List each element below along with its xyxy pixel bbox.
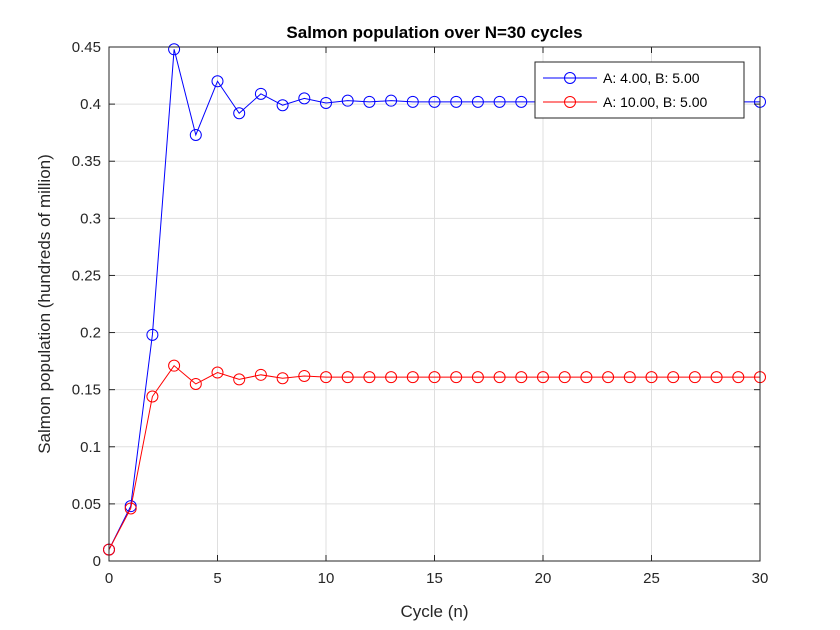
series-1-point bbox=[146, 328, 159, 341]
series-1-point bbox=[254, 87, 267, 100]
series-1-point bbox=[385, 94, 398, 107]
series-2-point bbox=[623, 371, 636, 384]
y-axis-label: Salmon population (hundreds of million) bbox=[35, 154, 54, 454]
series-2-point bbox=[254, 368, 267, 381]
x-tick-label: 20 bbox=[535, 570, 552, 587]
series-2-point bbox=[537, 371, 549, 384]
series-2-point bbox=[320, 371, 332, 384]
series-2-point bbox=[428, 371, 441, 384]
series-1-point bbox=[515, 95, 528, 108]
series-2 bbox=[103, 359, 766, 556]
axis-ticks: 0 5 10 15 20 25 30 0 0.05 0.1 0.15 0.2 0.25 0.3 0.35 0.… bbox=[72, 39, 769, 587]
y-tick-label: 0.2 bbox=[80, 325, 101, 342]
series-1-point bbox=[298, 92, 311, 105]
series-2-point bbox=[493, 371, 506, 384]
series-1-point bbox=[471, 95, 484, 108]
x-tick-label: 10 bbox=[318, 570, 335, 587]
series-1-point bbox=[276, 99, 289, 112]
y-tick-label: 0 bbox=[93, 553, 101, 570]
legend-marker-series-1 bbox=[564, 72, 576, 84]
y-tick-label: 0.45 bbox=[72, 39, 101, 56]
series-1-point bbox=[493, 95, 506, 108]
series-1-point bbox=[363, 95, 376, 108]
series-2-point bbox=[363, 371, 376, 384]
legend-box bbox=[534, 61, 745, 119]
series-2-point bbox=[168, 359, 181, 372]
x-tick-label: 15 bbox=[426, 570, 443, 587]
x-tick-label: 30 bbox=[752, 570, 769, 587]
series-2-point bbox=[580, 371, 593, 384]
series-1-point bbox=[233, 107, 246, 120]
series-2-point bbox=[602, 371, 615, 384]
series-1-point bbox=[428, 95, 441, 108]
y-tick-label: 0.35 bbox=[72, 153, 101, 170]
x-tick-label: 25 bbox=[643, 570, 660, 587]
series-2-point bbox=[471, 371, 484, 384]
series-1-point bbox=[168, 43, 181, 56]
series-2-point bbox=[645, 371, 658, 384]
series-2-point bbox=[732, 371, 745, 384]
series-1-point bbox=[450, 95, 463, 108]
y-tick-label: 0.05 bbox=[72, 496, 101, 513]
legend-label-series-1: A: 4.00, B: 5.00 bbox=[603, 70, 700, 86]
x-tick-label: 0 bbox=[105, 570, 113, 587]
series-2-point bbox=[688, 371, 701, 384]
series-1-point bbox=[211, 75, 224, 88]
series-2-point bbox=[276, 372, 289, 385]
x-tick-label: 5 bbox=[213, 570, 221, 587]
legend-marker-series-2 bbox=[564, 96, 576, 108]
series-2-point bbox=[558, 371, 571, 384]
legend: A: 4.00, B: 5.00 A: 10.00, B: 5.00 bbox=[534, 61, 745, 119]
x-axis-label: Cycle (n) bbox=[400, 602, 468, 621]
series-1-point bbox=[189, 128, 202, 141]
y-tick-label: 0.3 bbox=[80, 210, 101, 227]
series-2-point bbox=[710, 371, 723, 384]
series-2-point bbox=[406, 371, 419, 384]
series-2-point bbox=[124, 502, 137, 515]
series-2-point bbox=[341, 371, 354, 384]
y-tick-label: 0.4 bbox=[80, 96, 101, 113]
y-tick-label: 0.1 bbox=[80, 439, 101, 456]
series-1-point bbox=[320, 96, 332, 109]
series-2-point bbox=[189, 377, 202, 390]
y-tick-label: 0.25 bbox=[72, 267, 101, 284]
series-1-point bbox=[341, 94, 354, 107]
legend-label-series-2: A: 10.00, B: 5.00 bbox=[603, 94, 708, 110]
series-2-point bbox=[298, 369, 311, 382]
series-2-point bbox=[515, 371, 528, 384]
series-2-point bbox=[450, 371, 463, 384]
series-2-point bbox=[146, 390, 159, 403]
series-1-point bbox=[406, 95, 419, 108]
series-2-point bbox=[211, 366, 224, 379]
series-2-point bbox=[667, 371, 680, 384]
series-2-point bbox=[385, 371, 398, 384]
series-2-line bbox=[108, 364, 760, 550]
chart-title: Salmon population over N=30 cycles bbox=[286, 23, 582, 42]
series-2-point bbox=[233, 373, 246, 386]
y-tick-label: 0.15 bbox=[72, 382, 101, 399]
